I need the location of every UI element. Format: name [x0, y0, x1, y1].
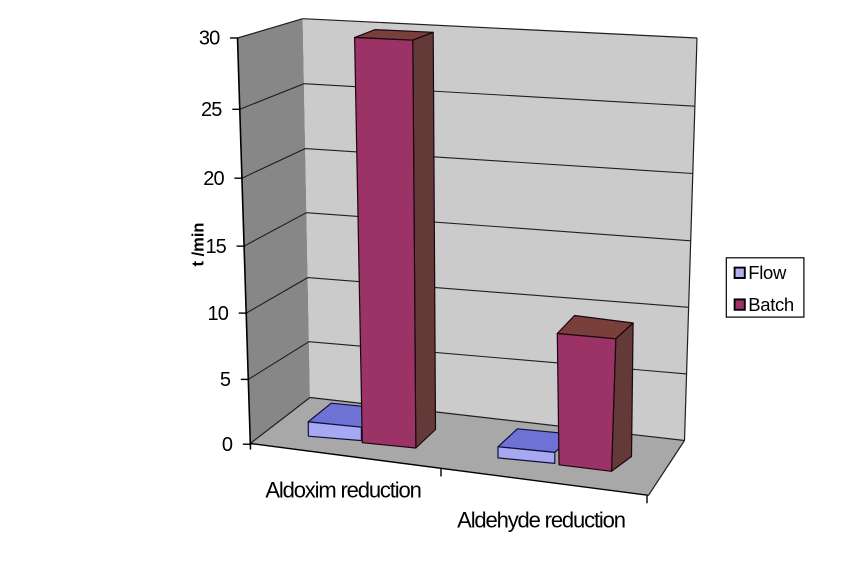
svg-text:20: 20: [203, 168, 224, 190]
svg-text:Aldoxim reduction: Aldoxim reduction: [265, 478, 420, 503]
svg-text:30: 30: [199, 28, 220, 50]
svg-text:Batch: Batch: [748, 294, 794, 315]
svg-text:t /min: t /min: [189, 223, 207, 267]
svg-text:0: 0: [222, 434, 233, 456]
svg-text:25: 25: [201, 99, 222, 121]
svg-text:10: 10: [208, 303, 229, 325]
svg-text:15: 15: [205, 236, 226, 258]
svg-text:5: 5: [220, 369, 231, 391]
svg-text:Aldehyde reduction: Aldehyde reduction: [457, 508, 625, 533]
svg-text:Flow: Flow: [748, 262, 787, 283]
